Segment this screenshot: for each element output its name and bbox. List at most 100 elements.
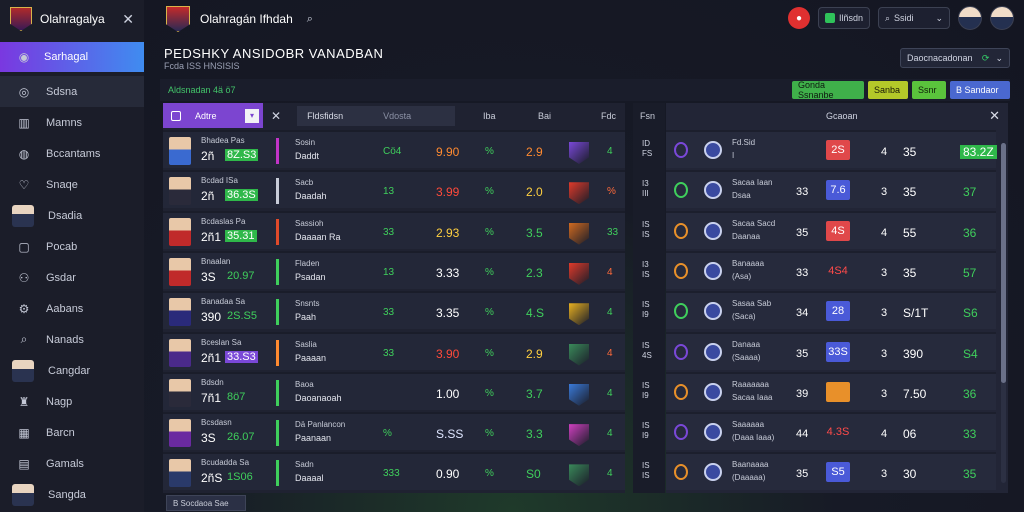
item-title: Sasaa Sab — [732, 299, 772, 309]
status-icon — [674, 262, 688, 279]
sidebar-item[interactable]: ♡ Snaqe — [0, 169, 144, 200]
view-selector[interactable]: Daocnacadonan ⟳ ⌄ — [900, 48, 1010, 68]
position-label: Sassioh — [295, 218, 324, 228]
table-row[interactable]: Bceslan Sa 2ñ1 33.S3 Saslia Paaaan 33 3.90% 2.9… — [163, 331, 625, 370]
player-rating: 36.3S — [225, 189, 258, 202]
footer-chip[interactable]: B Socdaoa Sae — [166, 495, 246, 511]
tab-active[interactable]: Adtre ▾ — [163, 103, 263, 128]
position-bar — [276, 138, 279, 164]
list-item[interactable]: Raaaaaaa Sacaa Iaaa 39 3 7.50 36 — [666, 371, 996, 410]
sidebar-item[interactable]: Sangda — [0, 479, 144, 510]
sidebar-item[interactable]: ▢ Pocab — [0, 231, 144, 262]
close-icon[interactable]: ✕ — [989, 108, 1000, 123]
list-item[interactable]: Saaaaaa (Daaa Iaaa) 44 4.3S 4 06 33 — [666, 412, 996, 451]
sidebar-item-active[interactable]: ◉ Sarhagal — [0, 42, 144, 72]
search-input[interactable]: ⌕ Ssidi ⌄ — [878, 7, 950, 29]
sidebar-item[interactable]: ▥ Mamns — [0, 107, 144, 138]
top-bar: Olahragán Ifhdah ⌕ ● Ilñsdn ⌕ Ssidi ⌄ — [160, 0, 1024, 38]
close-icon[interactable]: ✕ — [271, 108, 282, 123]
list-item[interactable]: Sacaa Iaan Dsaa 33 7.6 3 35 37 — [666, 170, 996, 209]
sidebar-item[interactable]: ⚙ Aabans — [0, 293, 144, 324]
item-value: 3 — [881, 307, 888, 320]
checkbox-icon[interactable] — [171, 110, 181, 121]
globe-icon: ◉ — [18, 50, 30, 64]
detail-panel: Gcaoan ✕ Fd.Sid I 2S 4 35 83.2Z Sacaa Iaan Dsaa… — [666, 103, 1008, 493]
stat-value: % — [485, 347, 494, 359]
avatar — [169, 298, 191, 327]
sidebar-item[interactable]: ◍ Bccantams — [0, 138, 144, 169]
sidebar-item-label: Barcn — [46, 426, 75, 439]
sidebar-item[interactable]: ⚇ Gsdar — [0, 262, 144, 293]
sidebar-item[interactable]: ⌕ Nanads — [0, 324, 144, 355]
stat-value: % — [607, 186, 616, 198]
notification-icon[interactable]: ● — [787, 7, 810, 29]
scrollbar-thumb[interactable] — [1001, 143, 1006, 383]
stat-value: 33 — [607, 226, 619, 238]
strip-button-1[interactable]: Gonda Ssnanbe — [792, 80, 864, 100]
player-rating: 8Z.S3 — [225, 149, 259, 161]
strip-button-3[interactable]: Ssnr — [912, 81, 946, 99]
sidebar-item[interactable]: ▦ Barcn — [0, 417, 144, 448]
club-crest-icon — [166, 6, 190, 32]
table-row[interactable]: Bcudadda Sa 2ñS 1S06 Sadn Daaaal 333 0.90% S0 4 — [163, 452, 625, 491]
column-header[interactable]: Fdc — [601, 111, 617, 121]
filter-input[interactable]: Fldsfidsn Vdosta — [297, 105, 456, 126]
table-row[interactable]: Bcdad ISa 2ñ 36.3S Sacb Daadah 13 3.99% 2.0% — [163, 170, 625, 209]
status-pill[interactable]: Ilñsdn — [817, 7, 870, 29]
strip-button-4[interactable]: B Sandaor — [950, 81, 1010, 99]
item-value: 57 — [963, 265, 977, 280]
club-badge-icon — [704, 382, 722, 401]
table-row[interactable]: Banadaa Sa 390 2S.S5 Snsnts Paah 33 3.35% 4.S 4 — [163, 291, 625, 330]
sidebar-item-label: Sdsna — [46, 85, 78, 98]
filter-label: Fldsfidsn — [307, 110, 344, 121]
column-header[interactable]: Bai — [538, 111, 552, 121]
item-value: 390 — [903, 346, 924, 361]
status-icon — [674, 303, 688, 320]
list-item[interactable]: Danaaa (Saaaa) 35 33S 3 390 S4 — [666, 331, 996, 370]
list-item[interactable]: Fd.Sid I 2S 4 35 83.2Z — [666, 130, 997, 168]
table-row[interactable]: Bcdaslas Pa 2ñ1 35.31 Sassioh Daaaan Ra 33 2.9… — [163, 210, 625, 249]
table-row[interactable]: Bdsdn 7ñ1 8ö7 Baoa Daoanaoah 1.00% 3.7 4 — [163, 371, 625, 410]
sidebar-item[interactable]: ▤ Gamals — [0, 448, 144, 479]
avatar[interactable] — [958, 6, 982, 30]
divider-value-bottom: IS — [642, 471, 650, 481]
list-item[interactable]: Baanaaaa (Daaaaa) 35 S5 3 30 35 — [666, 452, 996, 491]
close-icon[interactable]: ✕ — [122, 10, 134, 27]
club-badge-icon — [704, 423, 722, 442]
strip-button-2[interactable]: Sanba — [868, 81, 908, 99]
item-title: Raaaaaaa — [732, 379, 769, 389]
sidebar-item[interactable]: Cangdar — [0, 355, 144, 386]
list-item[interactable]: Banaaaa (Asa) 33 4S4 3 35 57 — [666, 250, 996, 289]
avatar[interactable] — [990, 6, 1014, 30]
sidebar-item[interactable]: ◎ Sdsna — [0, 76, 144, 107]
item-value: S4 — [963, 346, 978, 361]
page-subtitle: Fcda ISS HNSISIS — [164, 61, 240, 71]
player-name: Bcudadda Sa — [201, 458, 250, 468]
table-row[interactable]: Bhadea Pas 2ñ 8Z.S3 Sosin Daddt Cö4 9.90% 2.9 4 — [163, 130, 625, 168]
stat-value: 9.90 — [436, 145, 460, 159]
filter-value: Vdosta — [383, 110, 412, 121]
search-icon[interactable]: ⌕ — [306, 12, 313, 25]
item-value: 35 — [903, 265, 917, 280]
value-badge: 7.6 — [826, 180, 850, 201]
table-row[interactable]: Bcsdasn 3S 26.07 Dä Panlancon Paanaan% S.SS% 3… — [163, 412, 625, 451]
position-label: Sosin — [295, 138, 316, 147]
list-item[interactable]: Sasaa Sab (Saca) 34 28 3 S/1T S6 — [666, 291, 996, 330]
table-row[interactable]: Bnaalan 3S 20.97 Fladen Psadan 13 3.33% 2.3 4 — [163, 250, 625, 289]
club-badge-icon — [569, 464, 589, 487]
item-value: 37 — [963, 185, 977, 200]
position-bar — [276, 299, 279, 326]
status-icon — [824, 13, 835, 23]
chart-icon: ▥ — [18, 115, 30, 130]
sidebar-item[interactable]: Dsadia — [0, 200, 144, 231]
list-item[interactable]: Sacaa Sacd Daanaa 35 4S 4 55 36 — [666, 210, 996, 249]
column-header[interactable]: Iba — [483, 111, 496, 121]
stat-value: 3.3 — [526, 427, 543, 442]
value-badge: 2S — [826, 140, 850, 160]
item-value: 06 — [903, 427, 917, 442]
item-value: S6 — [963, 306, 978, 321]
view-selector-label: Daocnacadonan — [907, 53, 973, 63]
club-badge-icon — [569, 182, 589, 205]
chevron-down-icon[interactable]: ▾ — [245, 108, 259, 123]
sidebar-item[interactable]: ♜ Nagp — [0, 386, 144, 417]
